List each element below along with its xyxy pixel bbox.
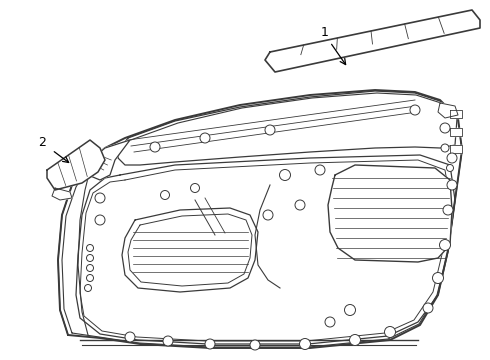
Circle shape — [200, 133, 210, 143]
Circle shape — [385, 327, 395, 338]
Circle shape — [87, 274, 94, 282]
Circle shape — [84, 284, 92, 292]
Circle shape — [191, 184, 199, 193]
Circle shape — [205, 339, 215, 349]
Circle shape — [263, 210, 273, 220]
Circle shape — [447, 180, 457, 190]
Circle shape — [87, 244, 94, 252]
Circle shape — [125, 332, 135, 342]
Circle shape — [299, 338, 311, 350]
Circle shape — [87, 265, 94, 271]
Polygon shape — [52, 188, 72, 200]
Text: 1: 1 — [321, 26, 329, 39]
Polygon shape — [450, 110, 462, 118]
Circle shape — [443, 205, 453, 215]
Polygon shape — [265, 10, 480, 72]
Circle shape — [349, 334, 361, 346]
Circle shape — [423, 303, 433, 313]
Circle shape — [279, 170, 291, 180]
Circle shape — [87, 255, 94, 261]
Circle shape — [250, 340, 260, 350]
Circle shape — [440, 239, 450, 251]
Circle shape — [315, 165, 325, 175]
Circle shape — [433, 273, 443, 284]
Polygon shape — [450, 145, 462, 153]
Polygon shape — [85, 140, 130, 180]
Circle shape — [441, 144, 449, 152]
Circle shape — [447, 153, 457, 163]
Polygon shape — [450, 128, 462, 136]
Polygon shape — [438, 103, 458, 118]
Circle shape — [295, 200, 305, 210]
Polygon shape — [328, 165, 452, 262]
Circle shape — [150, 142, 160, 152]
Circle shape — [446, 165, 454, 171]
Circle shape — [161, 190, 170, 199]
Circle shape — [163, 336, 173, 346]
Circle shape — [95, 193, 105, 203]
Circle shape — [325, 317, 335, 327]
Polygon shape — [122, 208, 258, 292]
Circle shape — [95, 215, 105, 225]
Circle shape — [410, 105, 420, 115]
Circle shape — [440, 123, 450, 133]
Text: 2: 2 — [38, 136, 46, 149]
Circle shape — [344, 305, 356, 315]
Polygon shape — [58, 90, 462, 348]
Polygon shape — [47, 140, 105, 190]
Circle shape — [265, 125, 275, 135]
